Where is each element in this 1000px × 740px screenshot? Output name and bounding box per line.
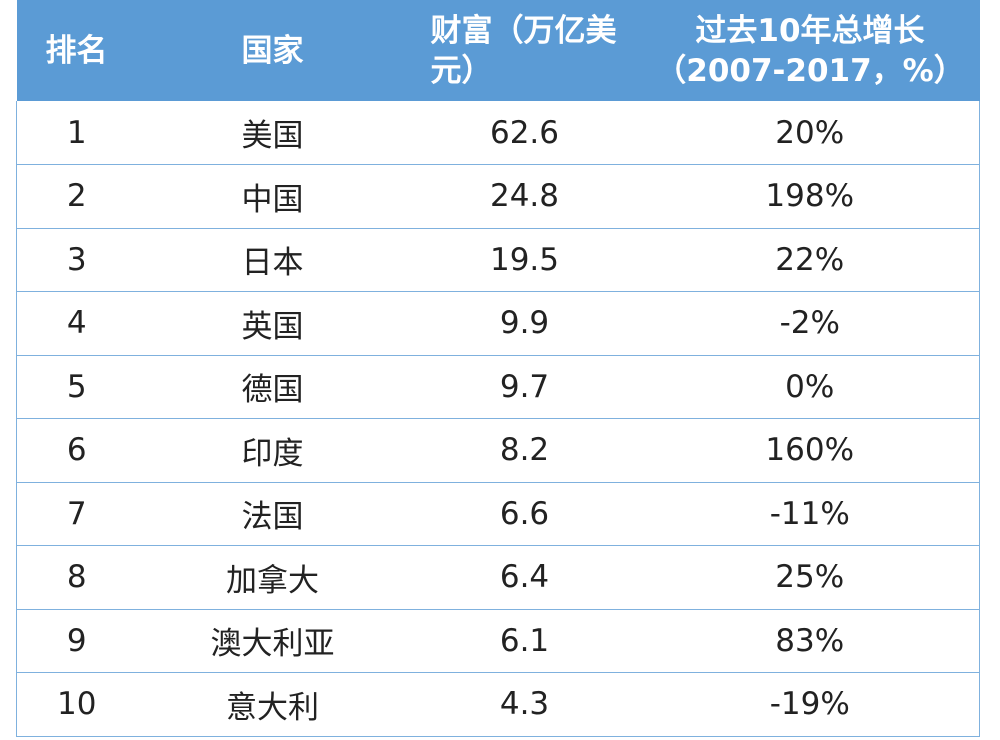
cell-wealth: 6.6 — [408, 482, 641, 546]
cell-growth: 198% — [640, 164, 980, 229]
cell-country: 加拿大 — [136, 545, 409, 610]
table-row: 3 日本 19.5 22% — [16, 228, 980, 292]
cell-country: 法国 — [136, 482, 409, 546]
header-row: 排名 国家 财富（万亿美元） 过去10年总增长（2007-2017，%） — [16, 0, 980, 101]
table-body: 1 美国 62.6 20% 2 中国 24.8 198% 3 日本 19.5 22% 4 英国 9.9 -2%… — [16, 101, 980, 737]
cell-growth: 25% — [640, 545, 980, 610]
cell-rank: 1 — [16, 101, 137, 165]
cell-wealth: 24.8 — [408, 164, 641, 229]
cell-growth: 0% — [640, 355, 980, 419]
ranking-table: 排名 国家 财富（万亿美元） 过去10年总增长（2007-2017，%） 1 美国… — [16, 0, 980, 737]
header-wealth: 财富（万亿美元） — [430, 12, 617, 89]
cell-country: 日本 — [136, 228, 409, 292]
cell-wealth: 62.6 — [408, 101, 641, 165]
table-header: 排名 国家 财富（万亿美元） 过去10年总增长（2007-2017，%） — [16, 0, 980, 101]
table-row: 6 印度 8.2 160% — [16, 418, 980, 483]
cell-wealth: 19.5 — [408, 228, 641, 292]
table-row: 9 澳大利亚 6.1 83% — [16, 609, 980, 673]
cell-rank: 6 — [16, 418, 137, 483]
cell-rank: 10 — [16, 672, 137, 737]
table-row: 10 意大利 4.3 -19% — [16, 672, 980, 737]
cell-rank: 3 — [16, 228, 137, 292]
cell-growth: -11% — [640, 482, 980, 546]
cell-rank: 4 — [16, 291, 137, 356]
cell-country: 澳大利亚 — [136, 609, 409, 673]
cell-rank: 8 — [16, 545, 137, 610]
cell-country: 美国 — [136, 101, 409, 165]
cell-country: 意大利 — [136, 672, 409, 737]
cell-country: 印度 — [136, 418, 409, 483]
table-row: 2 中国 24.8 198% — [16, 164, 980, 229]
header-growth: 过去10年总增长（2007-2017，%） — [655, 12, 965, 89]
cell-growth: -19% — [640, 672, 980, 737]
cell-wealth: 6.1 — [408, 609, 641, 673]
table-row: 1 美国 62.6 20% — [16, 101, 980, 165]
header-country: 国家 — [241, 32, 304, 69]
cell-wealth: 4.3 — [408, 672, 641, 737]
table-row: 7 法国 6.6 -11% — [16, 482, 980, 546]
cell-growth: -2% — [640, 291, 980, 356]
table-row: 4 英国 9.9 -2% — [16, 291, 980, 356]
cell-rank: 5 — [16, 355, 137, 419]
cell-rank: 9 — [16, 609, 137, 673]
cell-wealth: 8.2 — [408, 418, 641, 483]
cell-country: 德国 — [136, 355, 409, 419]
cell-growth: 22% — [640, 228, 980, 292]
table-row: 8 加拿大 6.4 25% — [16, 545, 980, 610]
cell-rank: 7 — [16, 482, 137, 546]
cell-wealth: 6.4 — [408, 545, 641, 610]
table-row: 5 德国 9.7 0% — [16, 355, 980, 419]
cell-growth: 83% — [640, 609, 980, 673]
cell-country: 英国 — [136, 291, 409, 356]
cell-country: 中国 — [136, 164, 409, 229]
cell-growth: 20% — [640, 101, 980, 165]
cell-wealth: 9.7 — [408, 355, 641, 419]
cell-wealth: 9.9 — [408, 291, 641, 356]
cell-growth: 160% — [640, 418, 980, 483]
header-rank: 排名 — [45, 32, 108, 69]
cell-rank: 2 — [16, 164, 137, 229]
wealth-ranking-table: 排名 国家 财富（万亿美元） 过去10年总增长（2007-2017，%） 1 美国… — [16, 0, 980, 737]
